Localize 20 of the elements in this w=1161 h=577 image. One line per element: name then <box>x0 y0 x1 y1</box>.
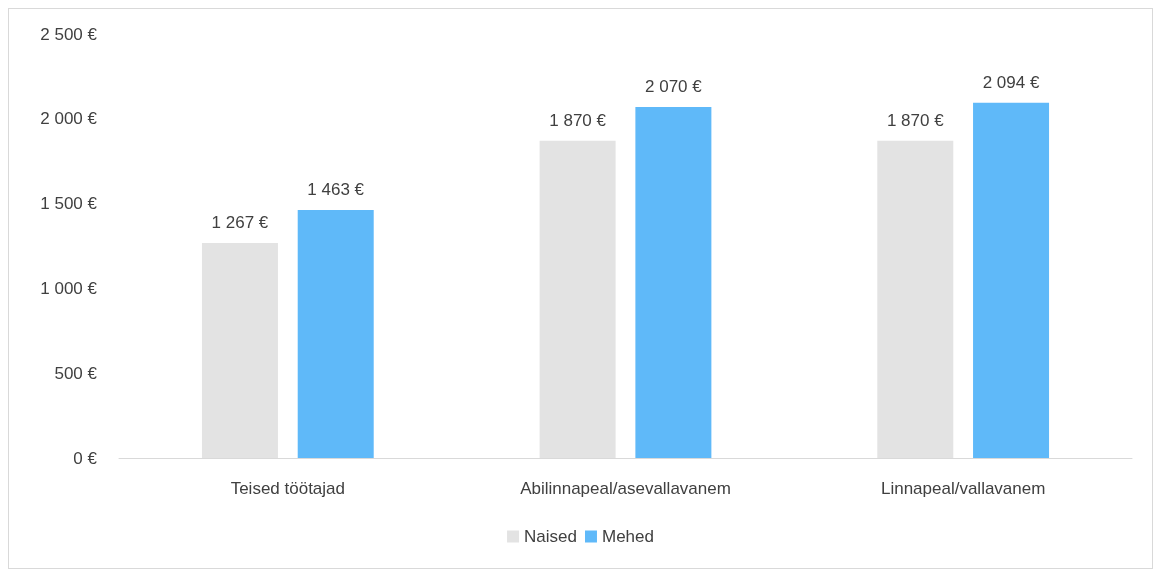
data-label: 2 070 € <box>645 76 703 96</box>
data-label: 1 870 € <box>549 110 607 130</box>
data-label: 1 870 € <box>886 110 945 130</box>
y-tick-label: 0 € <box>73 448 98 468</box>
y-tick-label: 1 000 € <box>40 278 98 298</box>
legend-label: Mehed <box>601 527 654 546</box>
y-tick-label: 1 500 € <box>40 194 98 214</box>
legend-label: Naised <box>524 527 577 546</box>
x-tick-label: Teised töötajad <box>230 479 346 498</box>
x-tick-label: Linnapeal/vallavanem <box>880 479 1046 498</box>
bar <box>635 106 712 458</box>
bar <box>973 102 1050 458</box>
x-tick-label: Abilinnapeal/asevallavanem <box>520 479 731 498</box>
y-tick-label: 2 500 € <box>40 24 98 44</box>
data-label: 1 267 € <box>211 213 269 233</box>
data-label: 1 463 € <box>307 179 365 199</box>
data-label: 2 094 € <box>982 72 1040 92</box>
bar <box>297 209 374 458</box>
y-tick-label: 500 € <box>54 363 98 383</box>
y-tick-label: 2 000 € <box>40 109 98 129</box>
